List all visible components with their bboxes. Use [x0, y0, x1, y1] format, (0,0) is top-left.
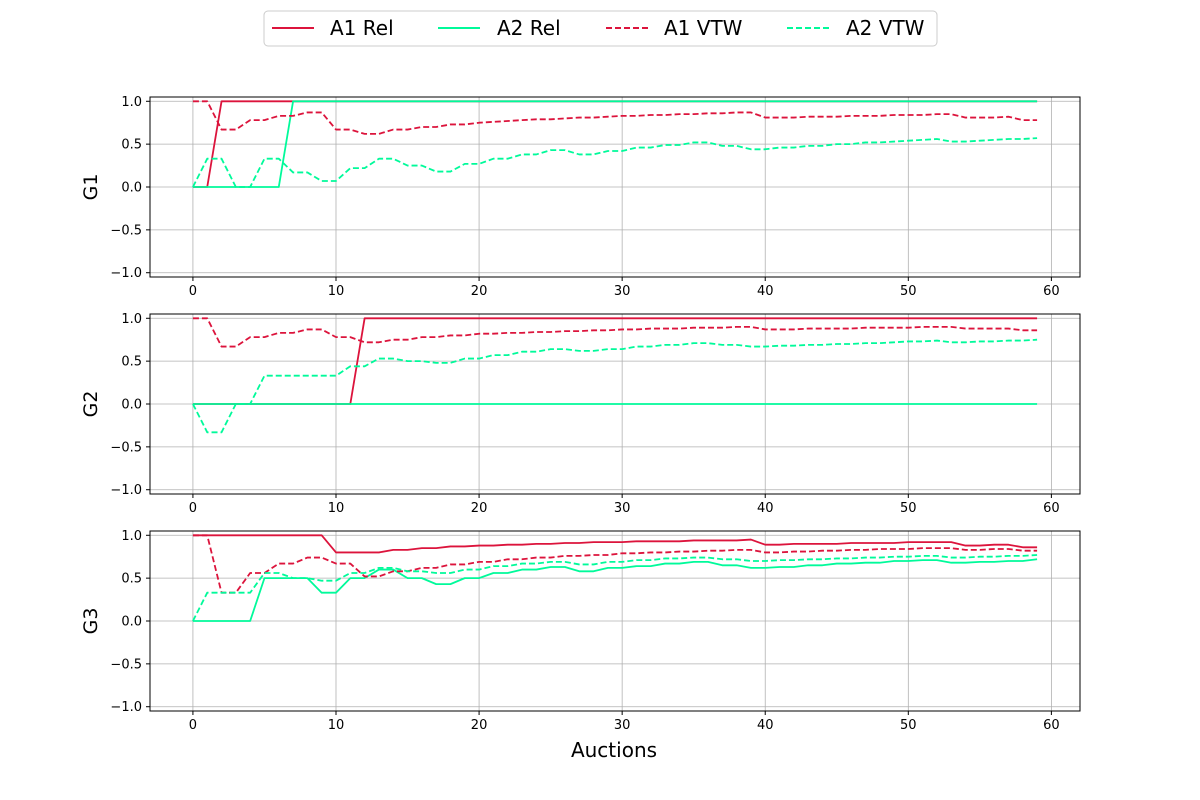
x-tick-label-20-g2: 20 [471, 501, 488, 516]
x-tick-label-0-g3: 0 [189, 718, 197, 733]
series-line-a2-rel-g1 [192, 100, 1038, 188]
x-tick-label-10-g1: 10 [328, 284, 345, 299]
x-tick-label-40-g1: 40 [757, 284, 774, 299]
x-tick-label-30-g2: 30 [614, 501, 631, 516]
y-tick-label-1-g2: −0.5 [110, 440, 142, 455]
y-axis-label-g3: G3 [80, 608, 102, 635]
y-tick-label-4-g1: 1.0 [121, 95, 142, 110]
y-tick-label-3-g1: 0.5 [121, 138, 142, 153]
series-line-a1-rel-g3 [192, 534, 1038, 554]
tick-marks-g3: 0 10 20 30 40 50 60 −1.0 −0.5 0.0 0.5 1.0 [110, 529, 1059, 733]
series-line-a1-vtw-g2 [192, 317, 1038, 348]
y-tick-label-3-g3: 0.5 [121, 572, 142, 587]
x-tick-label-50-g1: 50 [900, 284, 917, 299]
x-tick-label-0-g2: 0 [189, 501, 197, 516]
y-tick-label-0-g1: −1.0 [110, 266, 142, 281]
legend-entry-a2-vtw: A2 VTW [787, 16, 925, 40]
series-line-a1-vtw-g3 [192, 534, 1038, 594]
legend-label-a2-rel: A2 Rel [497, 16, 561, 40]
y-axis-label-g1: G1 [80, 174, 102, 201]
series-line-a2-vtw-g3 [192, 554, 1038, 622]
x-axis-label: Auctions [571, 738, 657, 762]
x-tick-label-30-g3: 30 [614, 718, 631, 733]
series-line-a2-vtw-g1 [192, 137, 1038, 188]
x-tick-label-60-g2: 60 [1043, 501, 1060, 516]
series-lines-g1 [192, 100, 1038, 188]
legend-label-a1-vtw: A1 VTW [664, 16, 743, 40]
x-tick-label-60-g1: 60 [1043, 284, 1060, 299]
x-tick-label-50-g2: 50 [900, 501, 917, 516]
x-tick-label-50-g3: 50 [900, 718, 917, 733]
series-lines-g3 [192, 534, 1038, 622]
y-tick-label-2-g1: 0.0 [121, 181, 142, 196]
subplot-g1: 0 10 20 30 40 50 60 −1.0 −0.5 0.0 0.5 1.0 G1 [80, 95, 1081, 299]
legend-entry-a2-rel: A2 Rel [438, 16, 561, 40]
x-tick-label-60-g3: 60 [1043, 718, 1060, 733]
y-tick-label-3-g2: 0.5 [121, 355, 142, 370]
x-tick-label-10-g2: 10 [328, 501, 345, 516]
y-tick-label-1-g3: −0.5 [110, 657, 142, 672]
y-tick-label-4-g3: 1.0 [121, 529, 142, 544]
legend-frame [263, 10, 938, 47]
y-tick-label-2-g2: 0.0 [121, 398, 142, 413]
tick-marks-g1: 0 10 20 30 40 50 60 −1.0 −0.5 0.0 0.5 1.0 [110, 95, 1059, 299]
x-tick-label-40-g3: 40 [757, 718, 774, 733]
y-tick-label-1-g1: −0.5 [110, 223, 142, 238]
series-lines-g2 [192, 317, 1038, 434]
tick-marks-g2: 0 10 20 30 40 50 60 −1.0 −0.5 0.0 0.5 1.0 [110, 312, 1059, 516]
legend-label-a2-vtw: A2 VTW [846, 16, 925, 40]
y-tick-label-0-g3: −1.0 [110, 700, 142, 715]
legend-entry-a1-vtw: A1 VTW [606, 16, 743, 40]
series-line-a2-rel-g3 [192, 558, 1038, 622]
legend-entry-a1-rel: A1 Rel [272, 16, 394, 40]
legend: A1 Rel A2 Rel A1 VTW A2 VTW [263, 10, 938, 47]
y-tick-label-0-g2: −1.0 [110, 483, 142, 498]
y-tick-label-2-g3: 0.0 [121, 615, 142, 630]
x-tick-label-20-g3: 20 [471, 718, 488, 733]
x-tick-label-20-g1: 20 [471, 284, 488, 299]
x-tick-label-0-g1: 0 [189, 284, 197, 299]
x-tick-label-30-g1: 30 [614, 284, 631, 299]
x-tick-label-10-g3: 10 [328, 718, 345, 733]
y-axis-label-g2: G2 [80, 391, 102, 418]
series-line-a2-vtw-g2 [192, 338, 1038, 434]
series-line-a1-vtw-g1 [192, 100, 1038, 135]
y-tick-label-4-g2: 1.0 [121, 312, 142, 327]
x-tick-label-40-g2: 40 [757, 501, 774, 516]
subplot-g2: 0 10 20 30 40 50 60 −1.0 −0.5 0.0 0.5 1.0 G2 [80, 312, 1081, 516]
subplot-g3: 0 10 20 30 40 50 60 −1.0 −0.5 0.0 0.5 1.0 G3 Auctio… [80, 529, 1081, 762]
legend-label-a1-rel: A1 Rel [330, 16, 394, 40]
